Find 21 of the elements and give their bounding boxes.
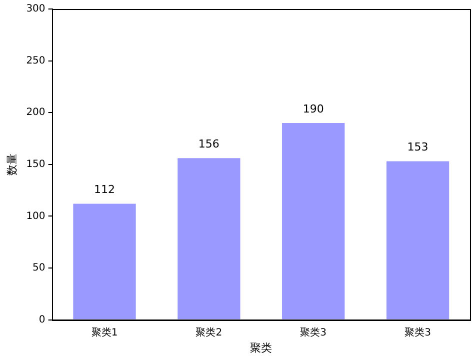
x-tick-label: 聚类3 [300, 326, 327, 338]
x-tick-label: 聚类3 [404, 326, 431, 338]
data-label: 190 [302, 102, 324, 116]
x-tick-label: 聚类1 [91, 326, 118, 338]
bar [178, 158, 240, 320]
data-label: 156 [198, 138, 220, 151]
y-tick-label: 250 [26, 55, 46, 66]
bar [282, 122, 345, 320]
bar [73, 204, 136, 320]
bar [386, 161, 450, 320]
x-axis-title: 聚类 [250, 341, 272, 354]
y-tick-label: 0 [38, 314, 46, 326]
y-tick-label: 100 [26, 210, 46, 222]
data-label: 112 [94, 183, 115, 196]
data-label: 153 [407, 140, 428, 154]
y-axis-title: 数量 [5, 153, 18, 176]
y-tick-label: 200 [26, 107, 46, 118]
y-tick-label: 50 [32, 262, 46, 274]
y-tick-label: 150 [26, 158, 46, 170]
x-tick-label: 聚类2 [196, 326, 222, 338]
y-tick-label: 300 [26, 4, 46, 15]
